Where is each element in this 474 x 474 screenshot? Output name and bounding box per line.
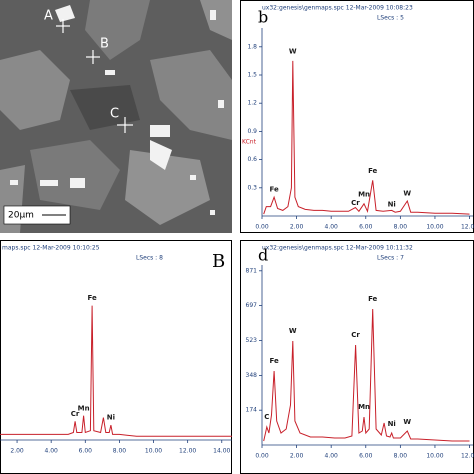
x-tick-label: 6.00 [359,224,373,231]
peak-label: W [289,327,297,335]
peak-label: Ni [388,420,396,428]
spectrum-header: ux32:genesis\genmaps.spc 12-Mar-2009 10:… [262,5,413,12]
x-tick-label: 6.00 [359,453,373,460]
spectrum-line [263,308,470,442]
peak-label: Fe [368,295,377,303]
peak-label: Fe [269,186,278,194]
x-tick-label: 4.00 [325,224,339,231]
peak-label: Mn [358,190,370,198]
y-axis-label: KCnt [242,139,257,146]
panel-frame [240,0,474,233]
peak-label: Cr [351,331,360,339]
y-tick-label: 697 [246,302,258,309]
x-tick-label: 12.00 [179,448,196,455]
y-tick-label: 0.9 [247,128,257,135]
y-tick-label: 174 [246,407,258,414]
micrograph: A B C 20μm [0,0,232,233]
spectrum-header: ux32:genesis\genmaps.spc 12-Mar-2009 10:… [262,245,413,252]
peak-label: Fe [368,167,377,175]
x-tick-label: 2.00 [290,224,304,231]
y-tick-label: 1.8 [247,43,257,50]
x-tick-label: 4.00 [325,453,339,460]
panel-frame [0,240,232,474]
spectrum-header: maps.spc 12-Mar-2009 10:10:25 [2,245,100,252]
panel-label: B [212,251,225,272]
y-tick-label: 1.5 [247,72,257,79]
y-tick-label: 523 [246,337,258,344]
x-tick-label: 0.00 [255,453,269,460]
x-tick-label: 12.00 [461,224,474,231]
x-tick-label: 10.00 [145,448,162,455]
peak-label: C [264,413,269,421]
live-seconds: LSecs : 5 [377,15,404,22]
peak-label: Fe [87,294,96,302]
x-tick-label: 4.00 [44,448,58,455]
x-tick-label: 12.00 [461,453,474,460]
spectrum-panel: ux32:genesis\genmaps.spc 12-Mar-2009 10:… [240,0,474,233]
peak-label: Cr [351,199,360,207]
x-tick-label: 2.00 [290,453,304,460]
y-tick-label: 0.6 [247,156,257,163]
x-tick-label: 10.00 [426,224,443,231]
peak-label: Ni [107,414,115,422]
x-tick-label: 8.00 [394,224,408,231]
panel-frame [240,240,474,474]
y-tick-label: 0.3 [247,184,257,191]
peak-label: Cr [71,410,80,418]
spectrum-line [0,305,232,437]
peak-label: W [403,418,411,426]
scale-bar-label: 20μm [8,211,34,221]
x-tick-label: 2.00 [10,448,24,455]
peak-label: Fe [269,357,278,365]
x-tick-label: 8.00 [113,448,127,455]
peak-label: Mn [78,404,90,412]
live-seconds: LSecs : 8 [136,255,163,262]
panel-label: d [258,246,268,265]
x-tick-label: 0.00 [255,224,269,231]
spectrum-panel: ux32:genesis\genmaps.spc 12-Mar-2009 10:… [240,240,474,474]
point-label: B [100,37,109,52]
peak-label: W [289,48,297,56]
peak-label: Ni [388,201,396,209]
x-tick-label: 10.00 [426,453,443,460]
y-tick-label: 348 [246,372,258,379]
y-tick-label: 871 [246,267,258,274]
live-seconds: LSecs : 7 [377,255,404,262]
point-label: A [44,9,53,24]
spectrum-panel: maps.spc 12-Mar-2009 10:10:25 LSecs : 8 B 2… [0,240,232,474]
y-tick-label: 1.2 [247,100,257,107]
point-label: C [110,107,119,122]
x-tick-label: 14.00 [213,448,230,455]
peak-label: Mn [358,403,370,411]
x-tick-label: 6.00 [79,448,93,455]
panel-label: b [258,8,268,27]
peak-label: W [403,189,411,197]
spectrum-line [263,60,470,215]
x-tick-label: 8.00 [394,453,408,460]
